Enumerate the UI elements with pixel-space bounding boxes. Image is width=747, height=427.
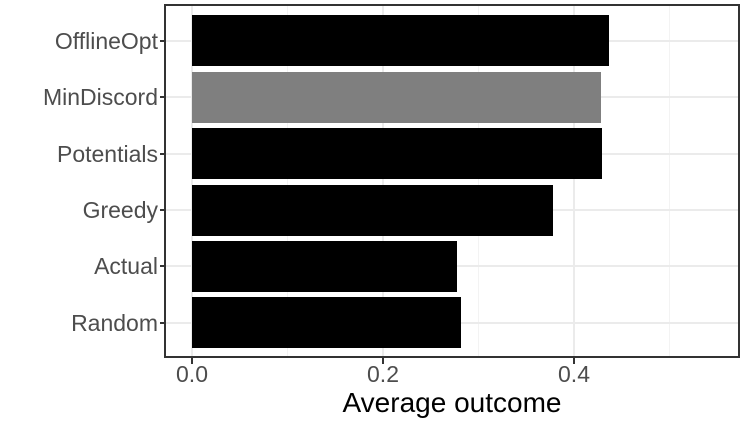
y-axis-tick (160, 209, 165, 211)
bar (192, 185, 553, 236)
y-axis-tick (160, 265, 165, 267)
y-axis-tick (160, 96, 165, 98)
bar (192, 72, 601, 123)
bar (192, 297, 461, 348)
y-axis-tick (160, 153, 165, 155)
y-axis-label: MinDiscord (0, 82, 158, 112)
bar-chart-figure: OfflineOpt MinDiscord Potentials Greedy Actu… (0, 0, 747, 427)
y-axis-label: Random (0, 308, 158, 338)
plot-panel (164, 4, 740, 358)
x-axis-title: Average outcome (164, 386, 740, 420)
bar (192, 128, 602, 179)
y-axis-label: Actual (0, 251, 158, 281)
y-axis-label: Potentials (0, 139, 158, 169)
gridline-minor-vertical (669, 6, 670, 356)
y-axis-label: OfflineOpt (0, 26, 158, 56)
y-axis-tick (160, 322, 165, 324)
bar (192, 241, 457, 292)
y-axis-label: Greedy (0, 195, 158, 225)
y-axis-tick (160, 40, 165, 42)
bar (192, 15, 609, 66)
x-tick-label: 0.2 (367, 361, 399, 387)
x-tick-label: 0.4 (558, 361, 590, 387)
x-tick-label: 0.0 (176, 361, 208, 387)
plot-area (166, 6, 738, 356)
